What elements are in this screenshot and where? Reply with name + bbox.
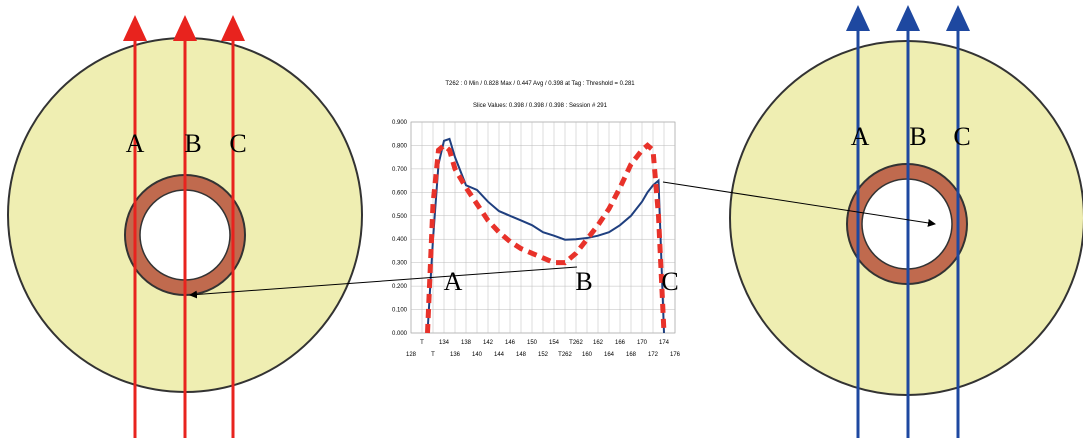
diagram: A B C A B C T262 : 0 Min / 0.828 Max / 0… [0,0,1083,444]
chart: 0.000 0.100 0.200 0.300 0.400 0.500 0.600 0.700… [392,120,681,358]
x-tick-label: 162 [593,340,604,346]
x-tick-label: 164 [604,352,615,358]
left-label: A [126,129,145,158]
x-tick-label: 140 [472,352,483,358]
x-tick-label: 152 [538,352,549,358]
chart-annotation: B [575,267,592,296]
beam-head [896,5,920,31]
x-tick-label: 142 [483,340,494,346]
y-tick-label: 0.300 [392,261,408,267]
y-tick-label: 0.200 [392,284,408,290]
y-tick-label: 0.000 [392,331,408,337]
x-tick-label: T [420,340,424,346]
x-tick-label: 176 [670,352,681,358]
x-tick-label: T262 [558,352,572,358]
x-tick-label: 128 [406,352,417,358]
beam-head [846,5,870,31]
x-tick-label: 170 [637,340,648,346]
left-label: C [229,129,246,158]
chart-annotation: A [444,267,463,296]
x-tick-label: 146 [505,340,516,346]
x-tick-label: 134 [439,340,450,346]
x-tick-label: 138 [461,340,472,346]
chart-annotation: C [661,267,678,296]
x-tick-label: 172 [648,352,659,358]
x-tick-label: 166 [615,340,626,346]
y-tick-label: 0.500 [392,214,408,220]
beam-head [123,15,147,41]
x-tick-label: 136 [450,352,461,358]
y-tick-label: 0.900 [392,120,408,126]
y-tick-label: 0.100 [392,308,408,314]
x-tick-label: 154 [549,340,560,346]
x-tick-label: 150 [527,340,538,346]
chart-subtitle: Slice Values: 0.398 / 0.398 / 0.398 : Se… [473,103,608,109]
beam-head [173,15,197,41]
x-tick-label: 168 [626,352,637,358]
right-label: A [851,122,870,151]
x-tick-label: T [431,352,435,358]
y-tick-label: 0.400 [392,237,408,243]
x-tick-label: 144 [494,352,505,358]
y-tick-label: 0.600 [392,190,408,196]
beam-head [946,5,970,31]
x-tick-label: 174 [659,340,670,346]
x-tick-label: T262 [569,340,583,346]
beam-head [221,15,245,41]
x-tick-label: 160 [582,352,593,358]
y-tick-label: 0.800 [392,143,408,149]
y-tick-label: 0.700 [392,167,408,173]
right-label: B [909,122,926,151]
x-tick-label: 148 [516,352,527,358]
chart-title: T262 : 0 Min / 0.828 Max / 0.447 Avg / 0… [445,81,635,87]
right-label: C [953,122,970,151]
left-label: B [184,129,201,158]
